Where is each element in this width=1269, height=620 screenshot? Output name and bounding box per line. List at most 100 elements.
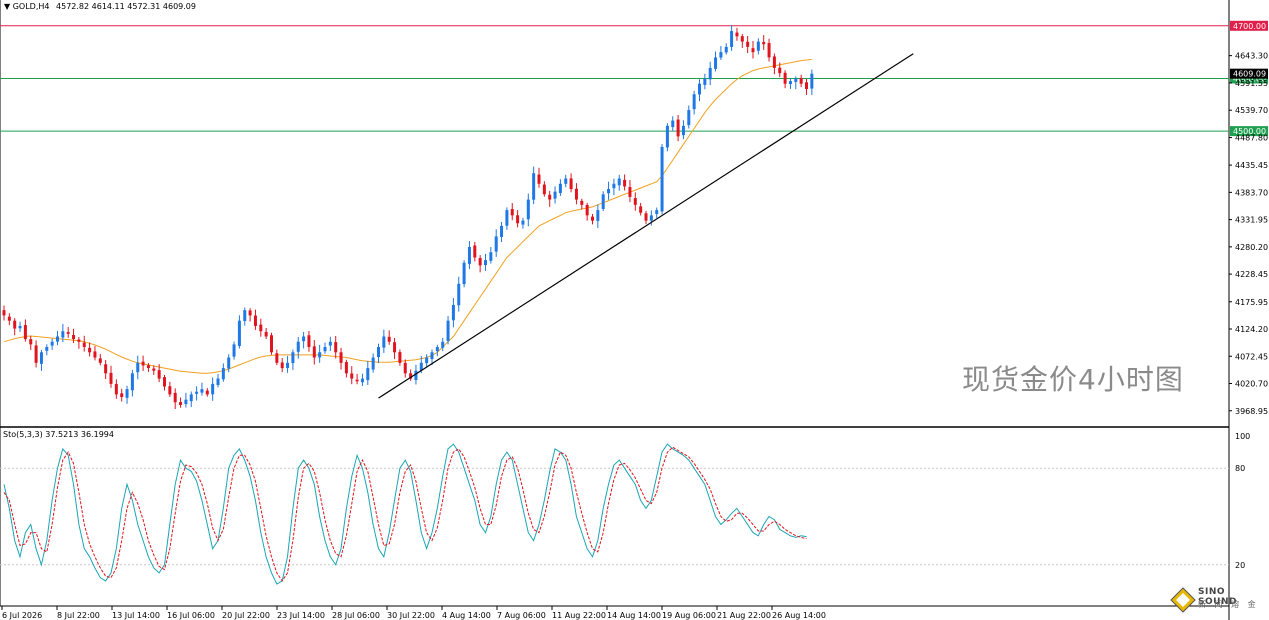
candle-body bbox=[56, 336, 59, 342]
stochastic-panel[interactable]: 100 80 20 bbox=[0, 432, 1250, 585]
candle-body bbox=[82, 342, 86, 348]
candle-body bbox=[109, 372, 113, 384]
candle-body bbox=[441, 341, 445, 348]
y-tick-label: 4072.45 bbox=[1235, 352, 1268, 361]
candle-body bbox=[409, 373, 413, 379]
sto-tick-label: 80 bbox=[1235, 464, 1245, 473]
candle-body bbox=[451, 304, 455, 321]
candle-body bbox=[237, 320, 241, 346]
time-axis[interactable]: 6 Jul 2026 8 Jul 22:00 13 Jul 14:00 16 Jul … bbox=[1, 606, 826, 620]
candle-body bbox=[45, 347, 49, 351]
current-price-label: 4609.09 bbox=[1233, 70, 1266, 79]
candle-body bbox=[146, 365, 150, 369]
x-tick-label: 8 Jul 22:00 bbox=[57, 611, 100, 620]
candle-body bbox=[574, 188, 578, 200]
x-tick-label: 11 Aug 22:00 bbox=[552, 611, 606, 620]
y-tick-label: 4124.20 bbox=[1235, 325, 1268, 334]
candle-body bbox=[2, 310, 6, 316]
current-price-tag bbox=[1230, 68, 1268, 79]
y-tick-label: 4228.45 bbox=[1235, 270, 1268, 279]
candle-body bbox=[500, 225, 504, 237]
candle-body bbox=[494, 236, 498, 252]
candle-body bbox=[232, 344, 236, 357]
candle-body bbox=[275, 353, 279, 363]
y-tick-label: 4331.95 bbox=[1235, 216, 1268, 225]
candle-body bbox=[425, 357, 429, 364]
logo-subtitle: 新 闻 熔 金 bbox=[1198, 600, 1259, 609]
sto-tick-label: 20 bbox=[1235, 561, 1245, 570]
candle-body bbox=[591, 216, 594, 221]
candle-body bbox=[136, 362, 140, 373]
x-tick-label: 30 Jul 22:00 bbox=[387, 611, 435, 620]
candle-body bbox=[328, 341, 332, 346]
candle-body bbox=[280, 362, 284, 369]
candle-body bbox=[730, 31, 734, 48]
candle-body bbox=[157, 370, 161, 379]
candle-body bbox=[98, 358, 102, 363]
candle-body bbox=[558, 183, 562, 194]
candle-body bbox=[612, 183, 616, 189]
candle-body bbox=[168, 386, 172, 395]
candle-body bbox=[735, 32, 739, 37]
y-tick-label: 4435.45 bbox=[1235, 161, 1268, 170]
candle-body bbox=[377, 347, 380, 358]
sto-tick-label: 100 bbox=[1235, 432, 1250, 441]
candle-body bbox=[72, 334, 76, 340]
x-tick-label: 20 Jul 22:00 bbox=[222, 611, 270, 620]
candle-body bbox=[719, 52, 723, 58]
candle-body bbox=[50, 341, 54, 346]
candle-body bbox=[714, 57, 718, 69]
x-tick-label: 7 Aug 06:00 bbox=[497, 611, 546, 620]
candle-body bbox=[173, 392, 177, 403]
logo: SINO SOUND 新 闻 熔 金 bbox=[1170, 585, 1262, 615]
candle-body bbox=[687, 110, 691, 126]
candle-body bbox=[467, 246, 471, 264]
candle-body bbox=[564, 178, 568, 184]
y-tick-label: 4487.80 bbox=[1235, 134, 1268, 143]
candle-body bbox=[580, 200, 584, 205]
triangle-down-icon[interactable]: ▼ bbox=[4, 2, 11, 11]
candle-body bbox=[756, 41, 760, 51]
candle-body bbox=[371, 357, 375, 370]
candle-body bbox=[130, 373, 134, 391]
candle-body bbox=[355, 379, 359, 382]
candle-body bbox=[13, 320, 17, 329]
candle-body bbox=[676, 119, 680, 137]
ohlc-readout: 4572.82 4614.11 4572.31 4609.09 bbox=[56, 2, 196, 11]
x-tick-label: 4 Aug 14:00 bbox=[442, 611, 491, 620]
candle-body bbox=[88, 347, 92, 353]
candle-body bbox=[286, 362, 290, 368]
candle-body bbox=[553, 191, 557, 199]
candle-body bbox=[708, 67, 712, 80]
logo-name: SINO SOUND bbox=[1198, 587, 1237, 607]
candle-body bbox=[569, 178, 573, 190]
candle-body bbox=[746, 41, 750, 47]
candle-body bbox=[291, 352, 295, 364]
candle-body bbox=[205, 390, 209, 395]
candle-body bbox=[163, 377, 166, 387]
candle-body bbox=[462, 262, 466, 285]
candle-body bbox=[184, 399, 188, 405]
candle-body bbox=[489, 252, 493, 261]
candle-body bbox=[794, 78, 798, 82]
x-tick-label: 23 Jul 14:00 bbox=[277, 611, 325, 620]
candle-body bbox=[644, 213, 648, 221]
y-tick-label: 4643.30 bbox=[1235, 52, 1268, 61]
horizontal-levels[interactable]: 4700.00 4600.00 4500.00 4609.09 bbox=[0, 20, 1268, 137]
candle-body bbox=[596, 210, 600, 221]
candle-body bbox=[505, 210, 509, 226]
candle-body bbox=[762, 41, 766, 45]
candle-body bbox=[61, 331, 65, 338]
candle-body bbox=[473, 245, 477, 258]
x-tick-label: 26 Aug 14:00 bbox=[772, 611, 826, 620]
candlesticks[interactable] bbox=[2, 25, 814, 410]
candle-body bbox=[264, 331, 268, 337]
x-tick-label: 13 Jul 14:00 bbox=[112, 611, 160, 620]
trendline[interactable] bbox=[378, 53, 914, 399]
x-tick-label: 14 Aug 14:00 bbox=[607, 611, 661, 620]
candle-body bbox=[125, 389, 129, 398]
candle-body bbox=[211, 383, 215, 395]
price-axis[interactable]: 4643.30 4591.55 4539.70 4487.80 4435.45 4383.… bbox=[1229, 52, 1268, 416]
